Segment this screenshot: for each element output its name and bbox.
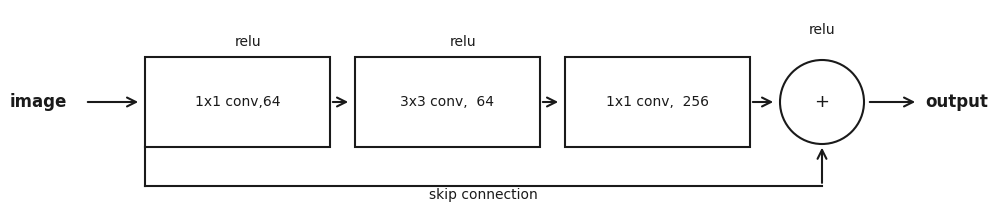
Ellipse shape (780, 60, 864, 144)
Text: 1x1 conv,  256: 1x1 conv, 256 (606, 95, 709, 109)
Bar (565, 57, 750, 147)
Text: 1x1 conv,64: 1x1 conv,64 (195, 95, 280, 109)
Text: skip connection: skip connection (429, 188, 538, 202)
Text: 3x3 conv,  64: 3x3 conv, 64 (400, 95, 494, 109)
Text: +: + (814, 93, 830, 111)
Text: output: output (925, 93, 988, 111)
Text: image: image (10, 93, 67, 111)
Bar (355, 57, 540, 147)
Text: relu: relu (235, 35, 261, 49)
Bar (145, 57, 330, 147)
Text: relu: relu (809, 23, 835, 37)
Text: relu: relu (450, 35, 476, 49)
